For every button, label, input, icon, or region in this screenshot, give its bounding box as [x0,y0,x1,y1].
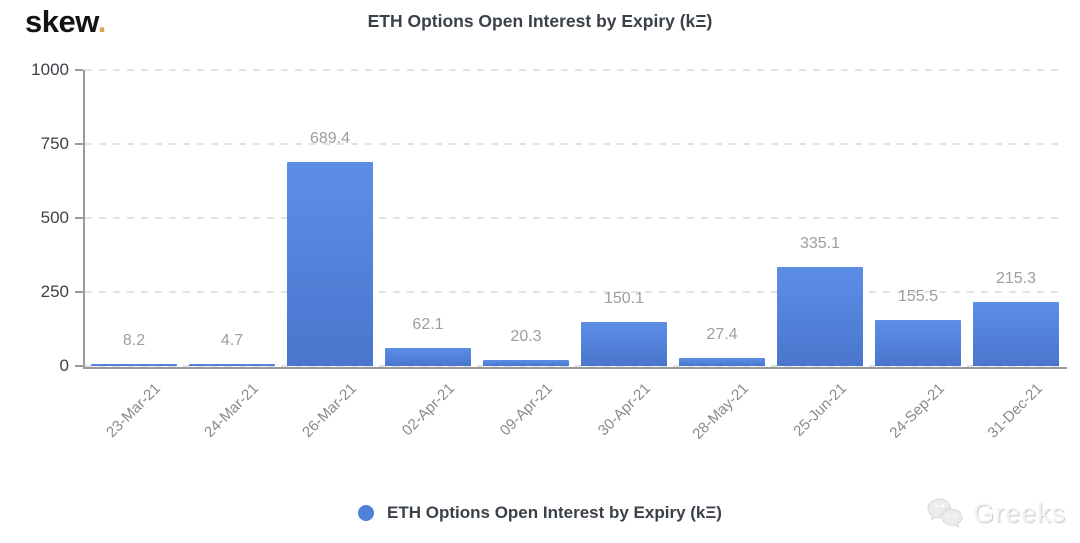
bar-value-label: 27.4 [706,326,738,343]
bar-value-label: 62.1 [412,316,444,333]
x-axis-label: 24-Mar-21 [201,380,263,441]
x-axis-label: 30-Apr-21 [594,380,655,440]
x-axis-label: 09-Apr-21 [496,380,557,440]
y-axis-tick-label: 250 [40,282,69,301]
bar-09-Apr-21[interactable] [483,360,569,366]
chart-title: ETH Options Open Interest by Expiry (kΞ) [367,11,713,31]
watermark: Greeks [925,497,1066,529]
x-axis-label: 31-Dec-21 [984,380,1047,442]
bar-24-Mar-21[interactable] [189,364,275,366]
x-axis-label: 25-Jun-21 [790,380,851,440]
bar-value-label: 335.1 [799,235,841,252]
gridline [85,291,1065,293]
skew-logo-text: skew [25,4,98,39]
wechat-icon [925,497,965,529]
x-axis-label: 26-Mar-21 [299,380,361,441]
bar-28-May-21[interactable] [679,358,765,366]
y-axis-tick-label: 750 [40,134,69,153]
bar-value-label: 150.1 [603,290,645,307]
gridline [85,217,1065,219]
x-axis-label: 28-May-21 [689,380,753,443]
y-axis-tick-label: 500 [40,208,69,227]
bar-value-label: 4.7 [220,332,244,349]
bar-value-label: 8.2 [122,332,146,349]
legend[interactable]: ETH Options Open Interest by Expiry (kΞ) [0,499,1080,527]
x-axis-label: 23-Mar-21 [103,380,165,441]
bar-23-Mar-21[interactable] [91,364,177,366]
gridline [85,69,1065,71]
legend-series-dot-icon [358,505,375,521]
bar-value-label: 689.4 [309,130,351,147]
skew-logo-dot: . [97,4,107,39]
x-axis-label: 02-Apr-21 [398,380,459,440]
legend-series-label: ETH Options Open Interest by Expiry (kΞ) [387,503,722,522]
bar-value-label: 155.5 [897,288,939,305]
watermark-text: Greeks [972,497,1066,528]
x-axis-line [83,367,1067,369]
y-axis-tick-label: 0 [59,356,69,375]
skew-logo: skew. [25,4,106,40]
y-axis-tick [75,69,83,71]
y-axis-tick [75,143,83,145]
y-axis-tick [75,217,83,219]
plot-area: 0 250 500 750 1000 8.2 23-Mar-21 4.7 24-Mar-21 68… [31,60,1067,443]
y-axis-tick-label: 1000 [31,60,69,79]
bar-30-Apr-21[interactable] [581,322,667,366]
y-axis-tick [75,291,83,293]
bar-02-Apr-21[interactable] [385,348,471,366]
y-axis-line [83,70,85,369]
bar-31-Dec-21[interactable] [973,302,1059,366]
bar-26-Mar-21[interactable] [287,162,373,366]
bar-24-Sep-21[interactable] [875,320,961,366]
bar-25-Jun-21[interactable] [777,267,863,366]
gridline [85,143,1065,145]
gridline [85,365,1065,367]
bar-value-label: 215.3 [995,270,1037,287]
bar-value-label: 20.3 [510,328,542,345]
x-axis-label: 24-Sep-21 [886,380,949,442]
y-axis-tick [75,365,83,367]
